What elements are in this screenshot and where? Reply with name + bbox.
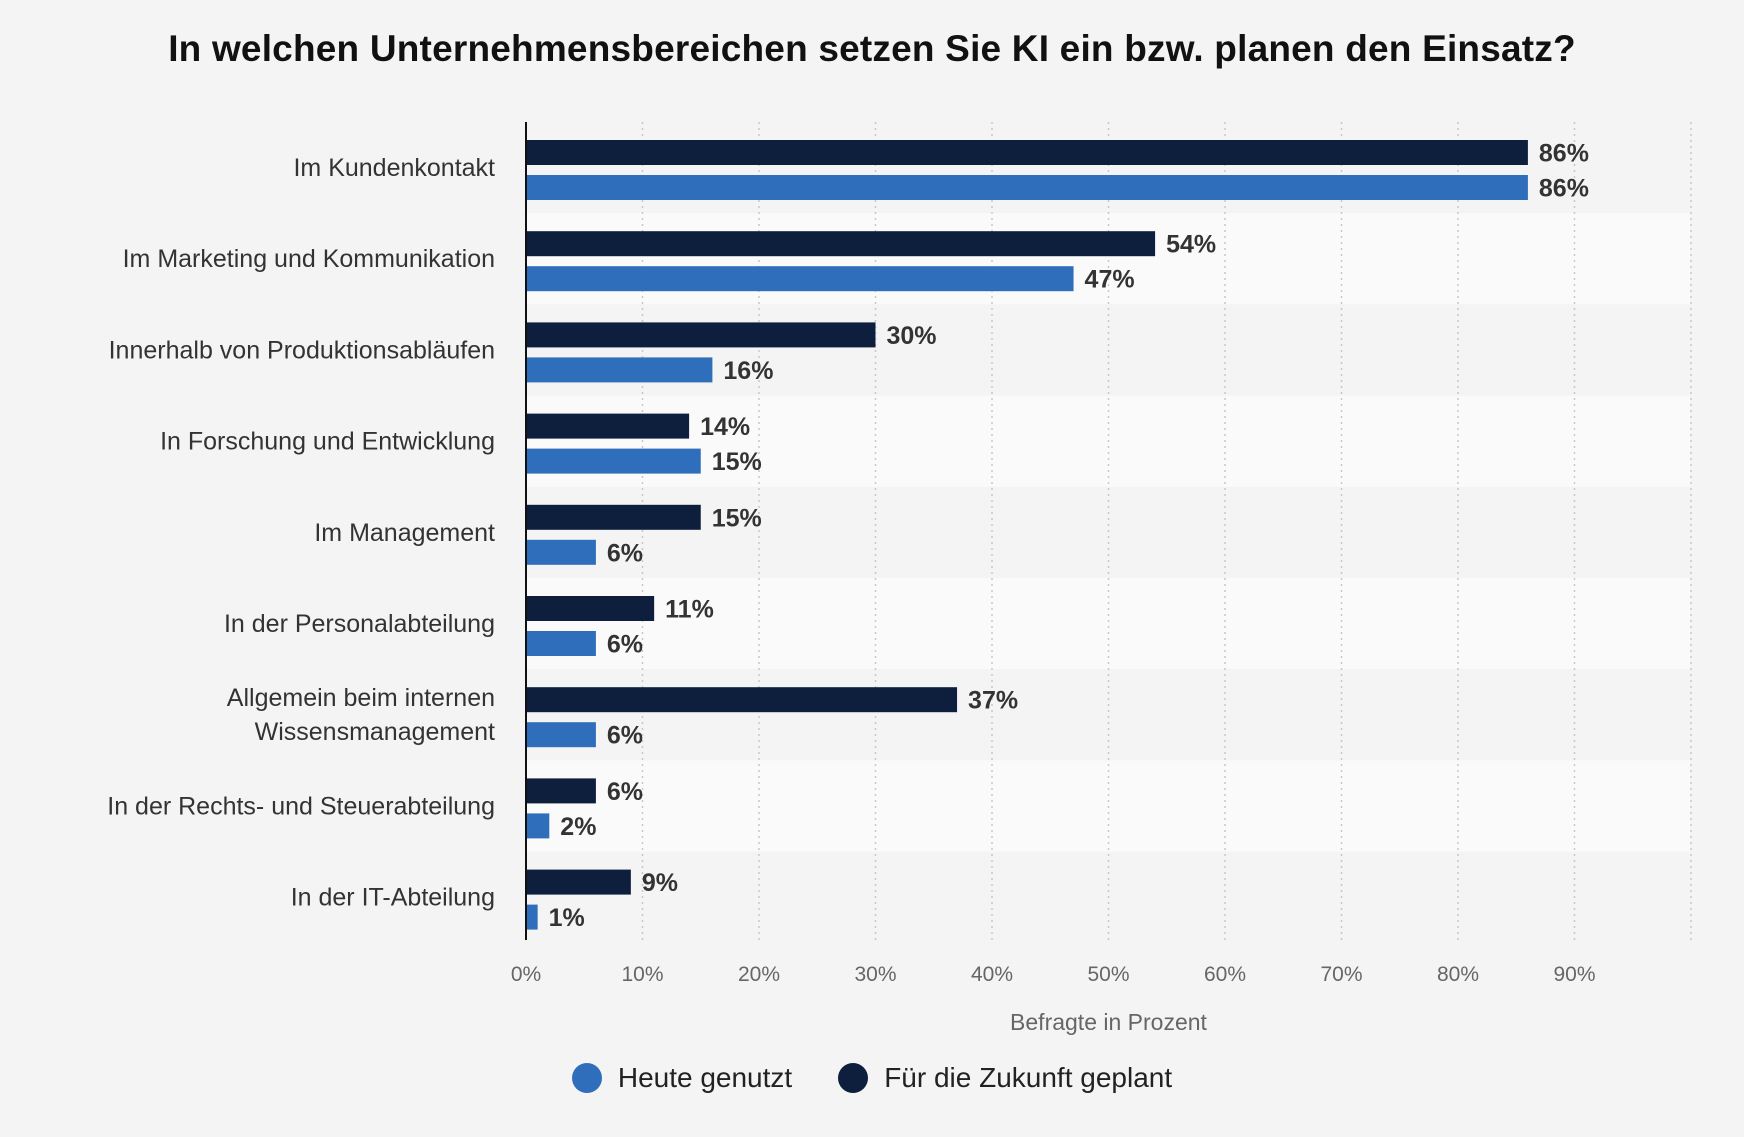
data-label: 14% xyxy=(700,413,750,441)
data-label: 1% xyxy=(549,904,585,932)
bar xyxy=(526,722,596,748)
legend-label-zukunft: Für die Zukunft geplant xyxy=(884,1062,1173,1093)
category-label: In der Rechts- und Steuerabteilung xyxy=(107,792,495,820)
bar xyxy=(526,869,631,895)
data-label: 15% xyxy=(712,448,762,476)
x-tick-label: 70% xyxy=(1320,963,1362,986)
x-tick-label: 40% xyxy=(971,963,1013,986)
category-label: Im Management xyxy=(314,519,495,547)
bar xyxy=(526,231,1156,257)
category-label: Innerhalb von Produktionsabläufen xyxy=(109,336,495,364)
bar xyxy=(526,504,701,530)
x-tick-label: 80% xyxy=(1437,963,1479,986)
data-label: 15% xyxy=(712,504,762,532)
x-tick-label: 10% xyxy=(621,963,663,986)
legend-label-heute: Heute genutzt xyxy=(617,1062,793,1093)
data-label: 54% xyxy=(1166,231,1216,259)
data-label: 16% xyxy=(723,357,773,385)
bar xyxy=(526,448,701,474)
x-tick-label: 60% xyxy=(1204,963,1246,986)
data-label: 6% xyxy=(607,778,643,806)
x-tick-label: 20% xyxy=(738,963,780,986)
data-label: 9% xyxy=(642,869,678,897)
legend: Heute genutzt Für die Zukunft geplant xyxy=(0,1062,1744,1094)
bar xyxy=(526,687,958,713)
data-label: 6% xyxy=(607,539,643,567)
category-label: In Forschung und Entwicklung xyxy=(160,428,495,456)
bar xyxy=(526,778,596,804)
bar xyxy=(526,813,550,839)
x-tick-label: 50% xyxy=(1087,963,1129,986)
legend-item-heute[interactable]: Heute genutzt xyxy=(571,1062,793,1094)
bar xyxy=(526,631,596,656)
category-label: Im Kundenkontakt xyxy=(293,154,495,182)
data-label: 11% xyxy=(665,596,714,624)
x-tick-label: 0% xyxy=(511,963,541,986)
category-label: Allgemein beim internen xyxy=(227,684,495,712)
category-label: In der Personalabteilung xyxy=(224,610,495,638)
bar xyxy=(526,322,876,348)
bar xyxy=(526,175,1528,200)
chart-title: In welchen Unternehmensbereichen setzen … xyxy=(168,28,1576,69)
data-label: 37% xyxy=(968,687,1018,715)
data-label: 6% xyxy=(607,722,643,750)
bar xyxy=(526,596,655,621)
legend-swatch-zukunft xyxy=(838,1063,869,1093)
data-label: 86% xyxy=(1539,140,1589,168)
data-label: 2% xyxy=(560,813,596,841)
x-tick-label: 90% xyxy=(1553,963,1595,986)
row-band xyxy=(526,669,1690,761)
x-axis-title: Befragte in Prozent xyxy=(1010,1009,1208,1035)
bar xyxy=(526,140,1528,165)
data-label: 6% xyxy=(607,631,643,659)
category-label: In der IT-Abteilung xyxy=(291,884,495,912)
bar xyxy=(526,539,596,565)
data-label: 86% xyxy=(1539,175,1589,203)
category-label: Wissensmanagement xyxy=(255,718,495,746)
row-band xyxy=(526,578,1690,670)
bar xyxy=(526,904,538,930)
bar xyxy=(526,413,690,439)
x-tick-label: 30% xyxy=(854,963,896,986)
data-label: 30% xyxy=(887,322,937,350)
bar xyxy=(526,266,1074,292)
data-label: 47% xyxy=(1085,266,1135,294)
category-label: Im Marketing und Kommunikation xyxy=(123,245,495,273)
legend-swatch-heute xyxy=(571,1063,602,1093)
bar xyxy=(526,357,713,383)
legend-item-zukunft[interactable]: Für die Zukunft geplant xyxy=(838,1062,1172,1094)
